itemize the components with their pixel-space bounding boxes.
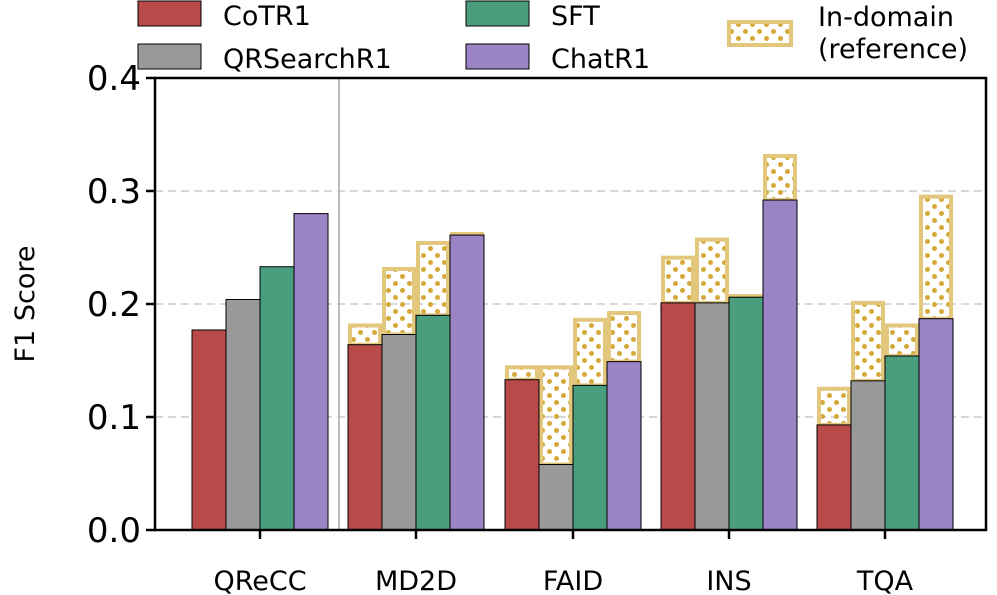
bar-md2d-sft <box>415 314 451 531</box>
reference-bar-ins-cotr1 <box>661 255 695 305</box>
bar-md2d-cotr1 <box>347 344 383 531</box>
bar-qrecc-sft <box>259 266 295 531</box>
y-tick-label: 0.3 <box>87 172 141 212</box>
legend-label-in-domain: In-domain <box>818 2 954 33</box>
bar-ins-cotr1 <box>660 302 696 531</box>
reference-bar-tqa-chatr1 <box>919 194 953 321</box>
bar-qrecc-chatr1 <box>293 213 329 531</box>
x-tick-label-faid: FAID <box>543 566 603 595</box>
reference-bar-tqa-cotr1 <box>817 386 851 427</box>
bar-md2d-chatr1 <box>449 234 485 531</box>
legend-swatch-in-domain <box>727 20 793 47</box>
x-tick-label-md2d: MD2D <box>375 566 457 595</box>
y-tick-label: 0.0 <box>87 511 141 551</box>
bar-ins-chatr1 <box>762 199 798 531</box>
reference-bar-faid-qrsearchr1 <box>539 365 573 467</box>
bar-qrecc-cotr1 <box>191 329 227 531</box>
bars <box>191 199 954 531</box>
reference-bar-tqa-sft <box>885 323 919 358</box>
bar-faid-cotr1 <box>504 379 540 531</box>
y-tick-label: 0.2 <box>87 285 141 325</box>
x-tick-label-ins: INS <box>706 566 751 595</box>
bar-md2d-qrsearchr1 <box>381 334 417 531</box>
bar-faid-chatr1 <box>606 361 642 531</box>
legend-swatch-qrsearchr1 <box>137 43 202 70</box>
legend: CoTR1 QRSearchR1 SFT ChatR1 In-domain(refere… <box>137 0 968 75</box>
reference-bar-md2d-cotr1 <box>348 323 382 347</box>
bar-ins-sft <box>728 296 764 531</box>
legend-label-cotr1: CoTR1 <box>223 1 311 32</box>
bar-ins-qrsearchr1 <box>694 302 730 531</box>
y-axis: 0.0 0.1 0.2 0.3 0.4 <box>87 59 155 551</box>
x-tick-label-tqa: TQA <box>856 566 914 595</box>
bar-tqa-sft <box>884 355 920 531</box>
bar-tqa-qrsearchr1 <box>850 380 886 531</box>
bar-faid-qrsearchr1 <box>538 463 574 531</box>
reference-bar-tqa-qrsearchr1 <box>851 300 885 383</box>
reference-bar-md2d-qrsearchr1 <box>382 266 416 337</box>
reference-bar-faid-chatr1 <box>607 311 641 364</box>
reference-bar-ins-qrsearchr1 <box>695 237 729 305</box>
legend-label-qrsearchr1: QRSearchR1 <box>223 44 392 75</box>
reference-bar-md2d-sft <box>416 240 450 318</box>
y-tick-label: 0.4 <box>87 59 141 99</box>
bar-tqa-cotr1 <box>816 424 852 531</box>
y-tick-label: 0.1 <box>87 398 141 438</box>
legend-swatch-cotr1 <box>137 0 202 27</box>
y-axis-label: F1 Score <box>10 246 41 363</box>
legend-label-reference: (reference) <box>818 34 968 65</box>
legend-swatch-sft <box>465 0 530 27</box>
x-tick-label-qrecc: QReCC <box>213 566 306 595</box>
reference-bar-faid-sft <box>573 317 607 388</box>
bar-tqa-chatr1 <box>918 318 954 531</box>
reference-bar-faid-cotr1 <box>505 365 539 382</box>
x-axis: QReCC MD2D FAID INS TQA <box>213 530 914 595</box>
legend-label-chatr1: ChatR1 <box>551 44 650 75</box>
bar-faid-sft <box>572 384 608 531</box>
legend-label-sft: SFT <box>551 1 600 32</box>
reference-bar-ins-chatr1 <box>763 153 797 203</box>
legend-swatch-chatr1 <box>465 43 530 70</box>
bar-qrecc-qrsearchr1 <box>225 298 261 531</box>
